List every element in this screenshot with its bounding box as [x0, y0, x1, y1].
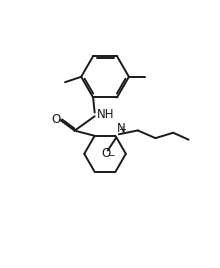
Text: O: O	[102, 147, 111, 161]
Text: −: −	[107, 151, 116, 161]
Text: NH: NH	[97, 108, 114, 121]
Text: +: +	[118, 125, 126, 135]
Text: O: O	[51, 113, 60, 125]
Text: N: N	[117, 122, 125, 135]
